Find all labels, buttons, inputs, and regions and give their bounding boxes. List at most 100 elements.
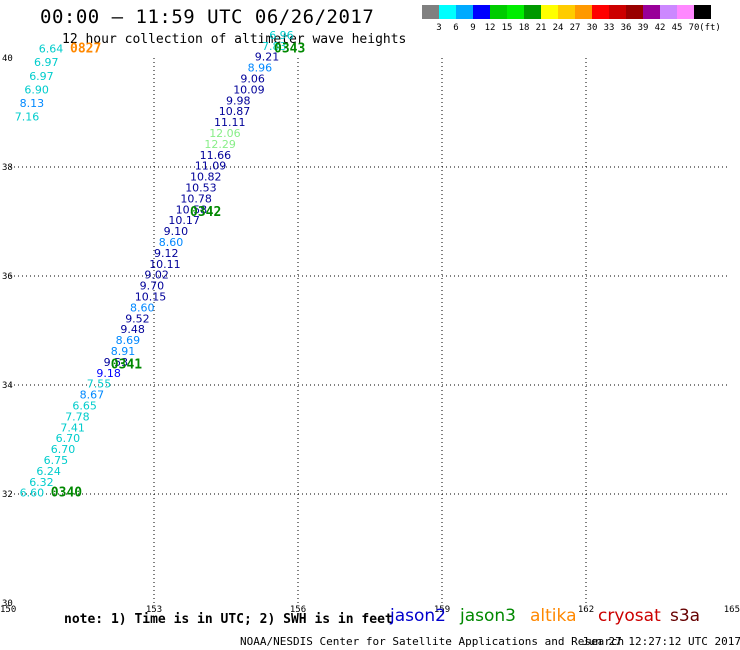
- color-scale-label: 21: [535, 23, 547, 33]
- color-swatch: [609, 5, 626, 19]
- wave-height-value: 9.18: [96, 367, 121, 380]
- color-scale-label: 18: [518, 23, 530, 33]
- x-tick-label: 162: [578, 605, 594, 615]
- color-swatch: [643, 5, 660, 19]
- wave-height-value: 12.29: [204, 138, 236, 151]
- wave-height-value: 11.09: [195, 160, 227, 173]
- wave-height-value: 8.60: [130, 301, 155, 314]
- wave-height-value: 12.06: [209, 127, 241, 140]
- legend-entry: jason3: [460, 606, 516, 626]
- wave-height-value: 6.97: [34, 56, 59, 69]
- x-tick-label: 159: [434, 605, 450, 615]
- color-swatch: [694, 5, 711, 19]
- color-scale-label: 70: [688, 23, 700, 33]
- color-scale-label: 42: [654, 23, 666, 33]
- wave-height-value: 6.96: [269, 29, 294, 42]
- wave-height-value: 8.67: [80, 389, 105, 402]
- wave-height-value: 8.69: [116, 334, 141, 347]
- wave-height-value: 9.12: [154, 247, 179, 260]
- wave-height-value: 6.64: [39, 43, 64, 56]
- wave-height-value: 10.87: [219, 105, 251, 118]
- color-scale-label: 3: [436, 23, 442, 33]
- wave-height-value: 6.60: [20, 487, 44, 500]
- legend-entry: s3a: [670, 606, 701, 626]
- legend-entry: cryosat: [598, 606, 661, 626]
- wave-height-value: 10.58: [176, 203, 208, 216]
- color-scale-label: 33: [603, 23, 615, 33]
- color-swatch: [626, 5, 643, 19]
- wave-height-value: 9.21: [255, 51, 279, 64]
- wave-height-value: 8.91: [111, 345, 136, 358]
- color-swatch: [541, 5, 558, 19]
- wave-height-value: 9.70: [140, 280, 165, 293]
- wave-height-value: 6.24: [36, 465, 61, 478]
- color-scale-label: 15: [501, 23, 513, 33]
- page-title: 00:00 – 11:59 UTC 06/26/2017: [40, 6, 375, 28]
- wave-height-value: 10.82: [190, 171, 222, 184]
- color-swatch: [660, 5, 677, 19]
- wave-height-value: 8.13: [20, 97, 44, 110]
- y-tick-label: 38: [2, 163, 13, 173]
- wave-height-value: 9.10: [164, 225, 189, 238]
- color-swatch: [677, 5, 694, 19]
- x-tick-label: 153: [146, 605, 162, 615]
- color-swatch: [456, 5, 473, 19]
- wave-height-value: 9.53: [104, 356, 129, 369]
- wave-height-value: 7.55: [87, 378, 112, 391]
- legend-entry: jason2: [390, 606, 446, 626]
- wave-height-value: 9.98: [226, 94, 251, 107]
- legend-entry: altika: [530, 606, 577, 626]
- wave-height-value: 10.17: [168, 214, 200, 227]
- y-tick-label: 34: [2, 381, 13, 391]
- wave-height-value: 7.78: [65, 410, 90, 423]
- color-swatch: [558, 5, 575, 19]
- wave-height-value: 9.06: [240, 73, 265, 86]
- wave-height-value: 10.11: [149, 258, 181, 271]
- y-tick-label: 36: [2, 272, 13, 282]
- wave-height-value: 7.16: [15, 111, 40, 124]
- color-scale-unit: (ft): [699, 23, 721, 33]
- pass-time-label: 0341: [111, 358, 142, 373]
- color-swatch: [592, 5, 609, 19]
- credit-text: NOAA/NESDIS Center for Satellite Applica…: [240, 635, 625, 648]
- wave-height-value: 7.41: [60, 421, 85, 434]
- color-scale-label: 45: [671, 23, 683, 33]
- wave-height-value: 8.60: [159, 236, 184, 249]
- color-scale-label: 12: [484, 23, 496, 33]
- color-swatch: [507, 5, 524, 19]
- color-swatch: [490, 5, 507, 19]
- color-scale-label: 27: [569, 23, 581, 33]
- y-tick-label: 32: [2, 490, 13, 500]
- wave-height-value: 10.09: [233, 83, 265, 96]
- wave-height-value: 9.02: [144, 269, 169, 282]
- color-swatch: [422, 5, 439, 19]
- pass-time-label: 0827: [70, 42, 101, 57]
- color-scale-label: 30: [586, 23, 598, 33]
- color-swatch: [439, 5, 456, 19]
- wave-height-value: 6.90: [24, 83, 49, 96]
- wave-height-value: 6.70: [56, 432, 81, 445]
- wave-height-value: 6.32: [29, 476, 54, 489]
- wave-height-value: 6.75: [44, 454, 69, 467]
- footer-note: note: 1) Time is in UTC; 2) SWH is in fe…: [64, 612, 393, 627]
- pass-time-label: 0342: [190, 205, 221, 220]
- wave-height-value: 6.97: [29, 70, 54, 83]
- wave-height-value: 6.65: [72, 400, 97, 413]
- color-scale-label: 6: [453, 23, 459, 33]
- wave-height-value: 10.78: [180, 192, 212, 205]
- page-subtitle: 12 hour collection of altimeter wave hei…: [62, 32, 407, 47]
- wave-height-value: 10.15: [135, 291, 167, 304]
- color-swatch: [524, 5, 541, 19]
- x-tick-label: 150: [0, 605, 16, 615]
- color-scale-label: 39: [637, 23, 649, 33]
- wave-height-points: 6.606.326.246.756.706.707.417.786.658.67…: [15, 29, 294, 500]
- credit-timestamp: Jun 27 12:27:12 UTC 2017: [582, 635, 740, 648]
- wave-height-value: 11.66: [200, 149, 232, 162]
- map-grid: [10, 58, 730, 603]
- wave-height-value: 11.11: [214, 116, 246, 129]
- pass-time-labels: 0340 0341 0342 0343 0827: [51, 42, 306, 501]
- x-tick-label: 165: [724, 605, 740, 615]
- x-tick-label: 156: [290, 605, 306, 615]
- wave-height-value: 8.96: [248, 62, 273, 75]
